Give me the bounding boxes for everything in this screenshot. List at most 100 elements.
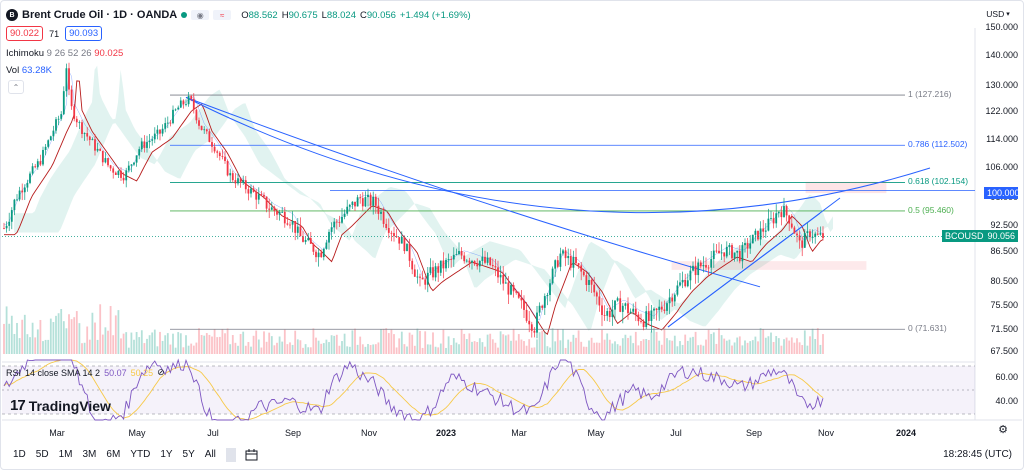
timeframe-1y[interactable]: 1Y (160, 449, 173, 460)
candle-body (515, 291, 518, 293)
volume-bar (489, 333, 492, 354)
volume-bar (57, 313, 60, 354)
rsi-value: 50.07 (104, 367, 127, 378)
timeframe-ytd[interactable]: YTD (130, 449, 151, 460)
volume-bar (177, 332, 180, 354)
timeframe-3m[interactable]: 3M (82, 449, 97, 460)
timeframe-5y[interactable]: 5Y (182, 449, 195, 460)
volume-bar (62, 321, 65, 354)
volume-bar (710, 333, 713, 354)
volume-bar (572, 334, 575, 354)
candle-body (650, 310, 653, 321)
rsi-hidden-icon[interactable]: ⊘ (157, 367, 165, 377)
volume-bar (172, 333, 174, 354)
volume-bar (281, 341, 284, 354)
timeframe-5d[interactable]: 5D (35, 449, 49, 460)
candle-body (481, 256, 484, 261)
volume-bar (120, 338, 122, 354)
candle-body (569, 256, 572, 268)
time-tick-label: May (128, 428, 146, 438)
ichimoku-cloud (14, 65, 833, 331)
rsi-legend[interactable]: RSI 14 close SMA 14 2 50.07 50.25 ⊘ (6, 367, 165, 378)
wave-icon[interactable]: ≈ (213, 10, 232, 20)
timeframe-all[interactable]: All (204, 449, 216, 460)
symbol-icon[interactable]: B (6, 9, 18, 21)
candle-body (328, 231, 330, 243)
candle-body (120, 170, 122, 178)
candle-body (788, 215, 791, 224)
timeframe-6m[interactable]: 6M (106, 449, 121, 460)
volume-bar (575, 337, 577, 354)
candle-body (725, 246, 728, 257)
candle-body (276, 210, 278, 215)
volume-bar (398, 338, 401, 354)
candle-body (720, 252, 723, 254)
candle-body (60, 114, 63, 119)
gear-icon[interactable]: ⚙ (998, 423, 1008, 436)
calendar-icon[interactable] (245, 448, 259, 461)
volume-bar (476, 341, 479, 354)
volume-bar (486, 334, 489, 354)
volume-bar (702, 345, 705, 354)
volume-bar (692, 336, 694, 354)
candle-body (471, 260, 473, 263)
candle-body (606, 311, 609, 316)
volume-bar (442, 329, 445, 354)
volume-bar (390, 329, 393, 354)
volume-bar (278, 336, 281, 354)
volume-bar (608, 339, 611, 354)
candle-body (499, 274, 502, 278)
candle-body (283, 211, 286, 224)
timeframe-1m[interactable]: 1M (58, 449, 73, 460)
currency-select[interactable]: USD ▾ (980, 7, 1016, 21)
volume-bar (725, 340, 728, 354)
candle-body (627, 303, 629, 314)
clock[interactable]: 18:28:45 (UTC) (943, 449, 1012, 460)
volume-bar (138, 337, 141, 354)
tradingview-logo[interactable]: 17 TradingView (10, 397, 111, 414)
candle-body (575, 256, 577, 264)
timeframe-1d[interactable]: 1D (13, 449, 26, 460)
candle-body (44, 146, 47, 150)
candle-body (450, 259, 453, 260)
candle-body (296, 226, 299, 233)
candle-body (151, 139, 154, 141)
volume-bar (549, 347, 551, 354)
candle-body (478, 260, 481, 267)
candle-body (13, 199, 16, 211)
chart-title[interactable]: Brent Crude Oil · 1D · OANDA (22, 9, 178, 21)
candle-body (205, 129, 208, 132)
volume-bar (536, 339, 538, 354)
volume-bar (395, 347, 398, 354)
candle-body (689, 270, 692, 281)
visibility-icon[interactable]: ◉ (191, 10, 210, 20)
candle-body (699, 262, 702, 267)
candle-body (338, 222, 341, 223)
volume-bar (317, 340, 320, 354)
volume-bar (164, 335, 167, 354)
candle-body (348, 204, 351, 207)
candle-body (491, 265, 494, 267)
volume-bar (783, 339, 785, 354)
ohlc-value: 88.562 (248, 9, 278, 21)
ichimoku-legend[interactable]: Ichimoku 9 26 52 26 90.025 (6, 48, 123, 59)
volume-bar (380, 329, 382, 354)
volume-legend[interactable]: Vol 63.28K (6, 65, 52, 76)
volume-bar (135, 332, 138, 354)
volume-bar (499, 331, 502, 354)
candle-body (465, 260, 468, 262)
candle-body (73, 106, 76, 119)
volume-bar (796, 338, 798, 354)
volume-bar (283, 329, 286, 354)
ohlc-value: +1.494 (+1.69%) (399, 9, 471, 21)
sell-button[interactable]: 90.022 (6, 26, 44, 41)
buy-button[interactable]: 90.093 (65, 26, 103, 41)
candle-body (268, 208, 271, 210)
fib-level-label: 0.5 (95.460) (908, 204, 954, 215)
volume-bar (666, 338, 668, 354)
candle-body (346, 206, 349, 214)
volume-bar (640, 340, 642, 354)
collapse-legend-button[interactable]: ⌃ (8, 80, 24, 94)
candle-body (673, 294, 676, 302)
